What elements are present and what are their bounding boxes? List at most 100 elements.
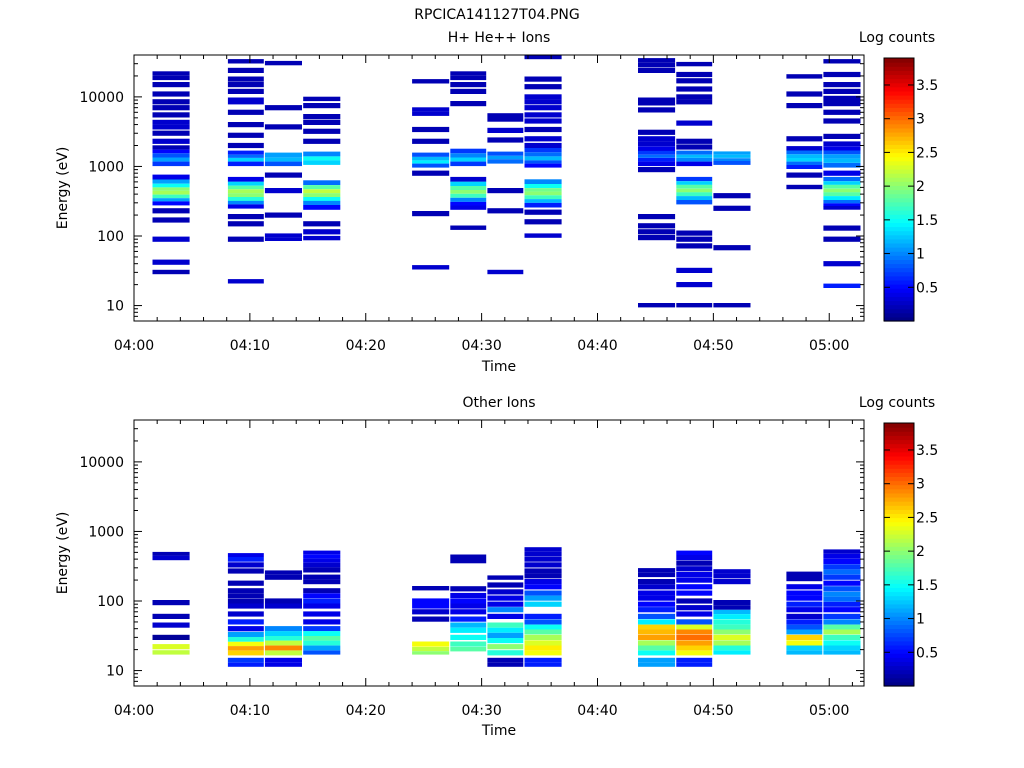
- heatmap-cell: [227, 588, 264, 594]
- colorbar-step: [884, 591, 914, 597]
- colorbar-step: [884, 222, 914, 228]
- heatmap-cell: [152, 201, 190, 206]
- heatmap-cell: [786, 165, 823, 169]
- colorbar-step: [884, 612, 914, 617]
- heatmap-cell: [823, 181, 861, 185]
- heatmap-cell: [450, 101, 487, 107]
- colorbar-step: [884, 579, 914, 584]
- heatmap-cell: [227, 122, 264, 128]
- heatmap-cell: [823, 206, 861, 210]
- colorbar-step: [884, 443, 914, 449]
- heatmap-cell: [676, 61, 713, 67]
- heatmap-cell: [786, 629, 823, 635]
- heatmap-cell: [823, 607, 861, 613]
- colorbar-step: [884, 533, 914, 539]
- heatmap-cell: [450, 609, 487, 615]
- heatmap-cell: [524, 645, 562, 651]
- colorbar-step: [884, 459, 914, 465]
- heatmap-cell: [152, 622, 190, 628]
- heatmap-cell: [524, 54, 562, 60]
- colorbar-step: [884, 230, 914, 236]
- heatmap-cell: [638, 303, 676, 308]
- heatmap-cell: [152, 555, 190, 561]
- heatmap-cell: [638, 572, 676, 578]
- heatmap-cell: [152, 174, 190, 180]
- x-tick-label: 04:50: [693, 338, 733, 354]
- heatmap-cell: [676, 550, 713, 555]
- heatmap-cell: [823, 574, 861, 580]
- heatmap-cell: [676, 120, 713, 126]
- colorbar-step: [884, 603, 914, 609]
- heatmap-cell: [227, 189, 264, 194]
- colorbar-step: [884, 284, 914, 289]
- heatmap-cell: [638, 214, 676, 220]
- heatmap-cell: [638, 634, 676, 640]
- heatmap-cell: [823, 225, 861, 231]
- heatmap-cell: [524, 163, 562, 168]
- heatmap-cell: [303, 138, 341, 144]
- heatmap-cell: [450, 186, 487, 190]
- heatmap-cell: [676, 236, 713, 242]
- heatmap-cell: [713, 619, 751, 625]
- colorbar-step: [884, 312, 914, 318]
- heatmap-cell: [152, 194, 190, 199]
- heatmap-cell: [152, 187, 190, 191]
- heatmap-cell: [487, 662, 524, 667]
- heatmap-cell: [264, 640, 302, 646]
- heatmap-cell: [786, 619, 823, 625]
- heatmap-cell: [676, 99, 713, 105]
- heatmap-cell: [638, 645, 676, 651]
- y-tick-label: 1000: [88, 524, 124, 540]
- y-axis-label: Energy (eV): [55, 147, 71, 230]
- heatmap-cell: [823, 650, 861, 655]
- heatmap-cell: [227, 100, 264, 105]
- heatmap-cell: [786, 91, 823, 97]
- heatmap-cell: [823, 82, 861, 88]
- colorbar-step: [884, 82, 914, 88]
- heatmap-cell: [264, 172, 302, 178]
- heatmap-cell: [227, 650, 264, 656]
- colorbar-step: [884, 447, 914, 453]
- heatmap-cell: [227, 657, 264, 663]
- heatmap-cell: [487, 589, 524, 595]
- colorbar-step: [884, 210, 914, 215]
- heatmap-cell: [450, 592, 487, 599]
- heatmap-cell: [227, 132, 264, 138]
- heatmap-cell: [713, 245, 751, 251]
- heatmap-cell: [152, 153, 190, 158]
- colorbar-step: [884, 644, 914, 650]
- colorbar-step: [884, 66, 914, 71]
- colorbar-step: [884, 488, 914, 494]
- heatmap-cell: [713, 645, 751, 651]
- y-axis-label: Energy (eV): [55, 512, 71, 595]
- heatmap-cell: [638, 146, 676, 151]
- heatmap-cell: [264, 105, 302, 111]
- heatmap-cell: [638, 629, 676, 635]
- heatmap-cell: [524, 76, 562, 82]
- heatmap-cell: [524, 640, 562, 646]
- heatmap-cell: [823, 154, 861, 159]
- y-tick-label: 1000: [88, 159, 124, 175]
- heatmap-cell: [227, 76, 264, 82]
- heatmap-cell: [713, 569, 751, 574]
- heatmap-cell: [786, 595, 823, 601]
- colorbar-step: [884, 271, 914, 277]
- colorbar-tick-label: 2: [916, 544, 925, 560]
- heatmap-cell: [713, 154, 751, 158]
- heatmap-cell: [524, 199, 562, 203]
- heatmap-cell: [450, 190, 487, 194]
- heatmap-cell: [303, 114, 341, 120]
- heatmap-cell: [264, 631, 302, 636]
- colorbar-step: [884, 193, 914, 199]
- colorbar-step: [884, 653, 914, 658]
- x-tick-label: 05:00: [809, 338, 849, 354]
- x-axis-label: Time: [481, 723, 516, 739]
- colorbar-step: [884, 480, 914, 486]
- heatmap-cell: [450, 622, 487, 628]
- heatmap-cell: [487, 595, 524, 601]
- heatmap-cell: [227, 619, 264, 625]
- colorbar-step: [884, 513, 914, 519]
- heatmap-cell: [152, 75, 190, 81]
- heatmap-cell: [152, 217, 190, 223]
